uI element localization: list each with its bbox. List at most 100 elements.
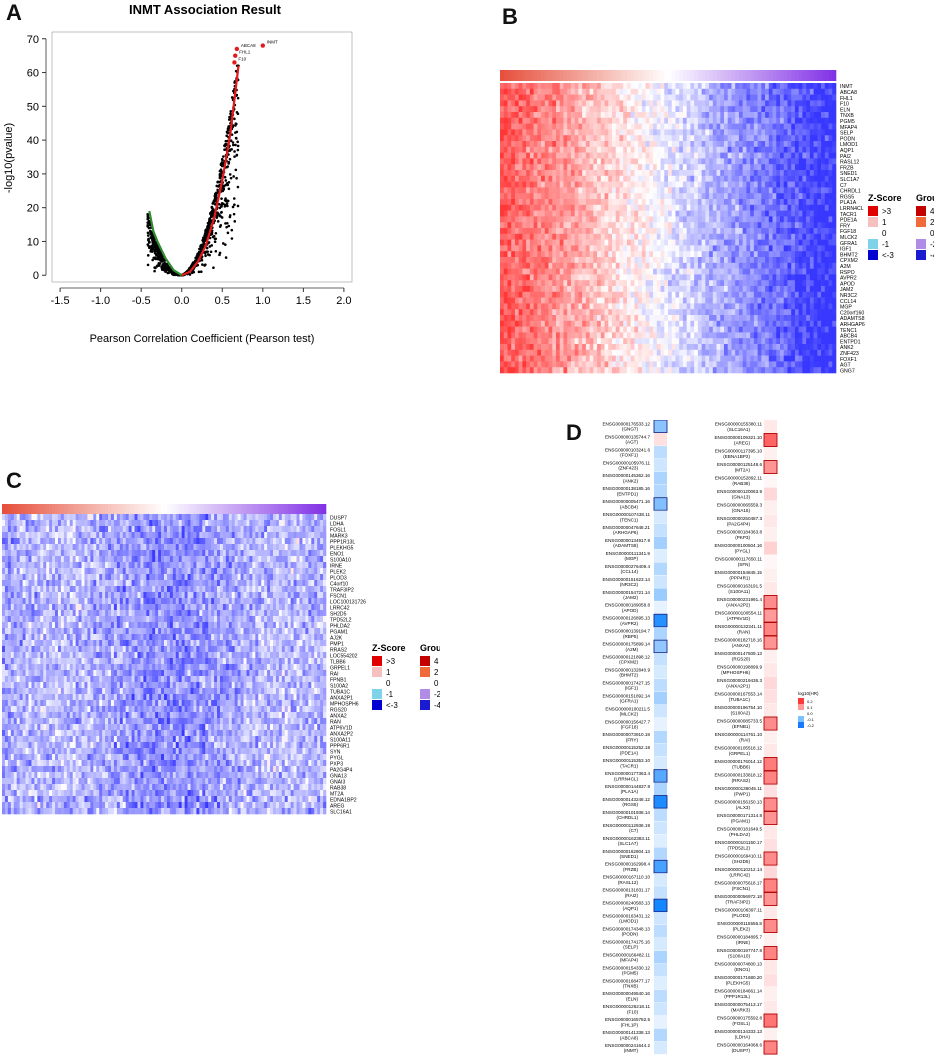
heatmap-cell [768,315,773,322]
heatmap-cell [615,320,620,327]
heatmap-cell [742,222,747,229]
heatmap-cell [682,193,687,200]
heatmap-cell [761,146,766,153]
heatmap-cell [817,152,822,159]
heatmap-cell [712,146,717,153]
heatmap-cell [585,94,590,101]
heatmap-cell [600,251,605,258]
heatmap-cell [589,112,594,119]
heatmap-cell [585,175,590,182]
heatmap-cell [552,88,557,95]
heatmap-cell [761,187,766,194]
heatmap-cell [522,117,527,124]
neutral-point [235,153,239,157]
heatmap-cell [787,100,792,107]
heatmap-cell [809,117,814,124]
heatmap-cell [608,274,613,281]
heatmap-cell [630,204,635,211]
heatmap-cell [791,112,796,119]
heatmap-cell [626,112,631,119]
heatmap-cell [623,83,628,90]
heatmap-cell [597,175,602,182]
heatmap-cell [716,117,721,124]
heatmap-cell [518,320,523,327]
heatmap-cell [526,141,531,148]
heatmap-cell [776,204,781,211]
heatmap-cell [701,228,706,235]
heatmap-cell [806,280,811,287]
heatmap-cell [724,309,729,316]
heatmap-cell [500,129,505,136]
heatmap-cell [578,117,583,124]
heatmap-cell [787,158,792,165]
neutral-point [230,237,234,240]
heatmap-cell [511,262,516,269]
heatmap-cell [686,303,691,310]
heatmap-cell [772,106,777,113]
heatmap-cell [780,280,785,287]
heatmap-cell [507,199,512,206]
heatmap-cell [765,326,770,333]
heatmap-cell [780,94,785,101]
heatmap-cell [794,251,799,258]
heatmap-cell [679,204,684,211]
heatmap-cell [701,100,706,107]
heatmap-cell [701,187,706,194]
heatmap-cell [615,309,620,316]
heatmap-cell [626,152,631,159]
heatmap-cell [679,135,684,142]
heatmap-cell [746,309,751,316]
heatmap-cell [556,152,561,159]
heatmap-cell [589,262,594,269]
heatmap-cell [709,239,714,246]
heatmap-cell [682,129,687,136]
heatmap-cell [533,303,538,310]
heatmap-cell [578,309,583,316]
heatmap-cell [679,100,684,107]
heatmap-cell [757,100,762,107]
heatmap-cell [664,83,669,90]
heatmap-cell [656,181,661,188]
heatmap-cell [697,332,702,339]
heatmap-cell [533,94,538,101]
heatmap-cell [645,291,650,298]
heatmap-cell [660,233,665,240]
heatmap-cell [746,210,751,217]
x-tick-label: 0.0 [174,295,189,307]
heatmap-cell [757,106,762,113]
heatmap-cell [556,233,561,240]
heatmap-cell [757,204,762,211]
heatmap-cell [582,141,587,148]
heatmap-cell [567,280,572,287]
heatmap-cell [653,88,658,95]
heatmap-cell [619,257,624,264]
heatmap-cell [727,187,732,194]
heatmap-cell [731,262,736,269]
heatmap-cell [615,297,620,304]
heatmap-cell [664,175,669,182]
heatmap-cell [697,262,702,269]
heatmap-cell [585,158,590,165]
heatmap-cell [712,83,717,90]
heatmap-cell [600,117,605,124]
heatmap-cell [567,181,572,188]
heatmap-cell [574,158,579,165]
heatmap-cell [675,83,680,90]
heatmap-cell [537,112,542,119]
heatmap-cell [526,164,531,171]
heatmap-cell [630,268,635,275]
heatmap-cell [750,315,755,322]
heatmap-cell [709,251,714,258]
neutral-point [195,257,199,260]
heatmap-cell [563,286,568,293]
heatmap-cell [548,216,553,223]
heatmap-cell [559,83,564,90]
heatmap-cell [738,199,743,206]
heatmap-cell [738,204,743,211]
heatmap-cell [761,141,766,148]
heatmap-cell [511,239,516,246]
heatmap-cell [798,286,803,293]
heatmap-cell [824,268,829,275]
heatmap-cell [697,257,702,264]
heatmap-cell [597,274,602,281]
